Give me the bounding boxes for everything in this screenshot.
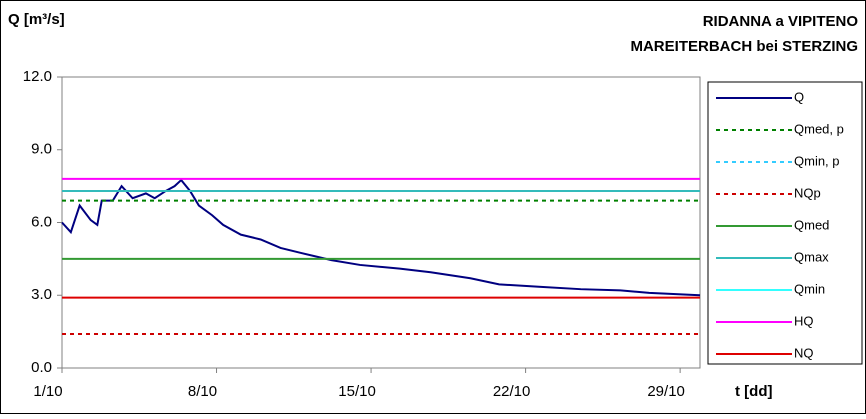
x-tick-label: 29/10 [647,383,685,400]
legend-label: Qmin [794,281,825,296]
chart-subtitle: MAREITERBACH bei STERZING [630,38,858,55]
legend-label: Qmed [794,217,829,232]
x-tick-label: 1/10 [33,383,62,400]
legend-label: Qmed, p [794,121,844,136]
legend-label: Qmin, p [794,153,840,168]
chart-title: RIDANNA a VIPITENO [703,13,859,30]
legend-label: NQp [794,185,821,200]
legend-label: HQ [794,313,814,328]
legend-label: Q [794,89,804,104]
y-tick-label: 9.0 [31,141,52,158]
y-axis-label: Q [m³/s] [8,11,65,28]
legend-label: Qmax [794,249,829,264]
legend-label: NQ [794,345,814,360]
x-axis-label: t [dd] [735,383,772,400]
y-tick-label: 12.0 [23,68,52,85]
x-tick-label: 8/10 [188,383,217,400]
y-tick-label: 6.0 [31,213,52,230]
y-tick-label: 3.0 [31,286,52,303]
x-tick-label: 15/10 [338,383,376,400]
y-tick-label: 0.0 [31,359,52,376]
x-tick-label: 22/10 [493,383,531,400]
